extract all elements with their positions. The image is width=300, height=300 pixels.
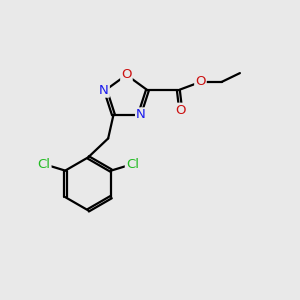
Text: O: O — [176, 104, 186, 117]
Text: O: O — [121, 68, 132, 81]
Text: O: O — [195, 75, 206, 88]
Text: Cl: Cl — [38, 158, 50, 171]
Text: N: N — [136, 108, 146, 122]
Text: Cl: Cl — [126, 158, 139, 171]
Text: N: N — [99, 84, 109, 97]
